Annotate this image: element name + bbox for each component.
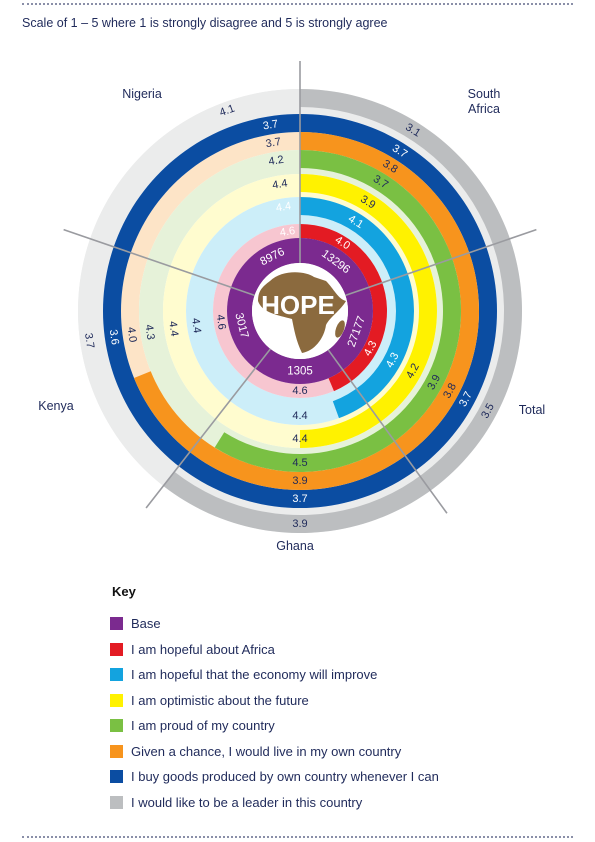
series-ring-7 <box>163 89 522 533</box>
key-item: Given a chance, I would live in my own c… <box>110 739 439 765</box>
segment-label: South <box>468 87 501 101</box>
key-label: Given a chance, I would live in my own c… <box>131 743 402 759</box>
value-label: 4.4 <box>166 320 180 337</box>
key-swatch <box>110 719 123 733</box>
key-item: I would like to be a leader in this coun… <box>110 790 439 816</box>
key-label: I am optimistic about the future <box>131 692 309 708</box>
segment-divider <box>345 228 537 297</box>
africa-map-icon <box>258 272 346 353</box>
value-label: 4.3 <box>142 324 156 341</box>
key-label: I am proud of my country <box>131 718 275 734</box>
value-label: 4.6 <box>214 314 228 331</box>
value-label: 3.7 <box>292 493 307 505</box>
value-label: 3.7 <box>82 332 96 349</box>
series-ring-3 <box>300 174 437 448</box>
value-label: 3017 <box>232 312 250 340</box>
key-title: Key <box>112 584 136 599</box>
key-item: I buy goods produced by own country when… <box>110 764 439 790</box>
key-item: I am hopeful that the economy will impro… <box>110 662 439 688</box>
key-label: I buy goods produced by own country when… <box>131 769 439 785</box>
segment-divider <box>145 348 272 509</box>
key-label: Base <box>131 616 161 632</box>
segment-label: Nigeria <box>122 87 162 101</box>
key-swatch <box>110 744 123 758</box>
key-label: I would like to be a leader in this coun… <box>131 794 363 810</box>
key-label: I am hopeful about Africa <box>131 641 275 657</box>
segment-label: Total <box>519 403 545 417</box>
key-item: I am hopeful about Africa <box>110 637 439 663</box>
key-swatch <box>110 693 123 707</box>
madagascar-icon <box>335 320 345 338</box>
value-label: 4.4 <box>271 177 288 191</box>
key-swatch <box>110 668 123 682</box>
segment-divider <box>327 349 448 514</box>
center-hope-label: HOPE <box>261 290 335 320</box>
key-item: Base <box>110 611 439 637</box>
bottom-dotted-rule <box>22 836 573 838</box>
series-ring-2 <box>300 197 415 419</box>
value-label: 3.6 <box>107 329 121 346</box>
value-label: 3.9 <box>292 475 307 487</box>
top-dotted-rule <box>22 3 573 5</box>
value-label: 1305 <box>287 366 313 378</box>
segment-divider <box>63 228 255 297</box>
segment-label: Africa <box>468 102 500 116</box>
value-label: 3.9 <box>292 518 307 530</box>
key-label: I am hopeful that the economy will impro… <box>131 667 378 683</box>
value-label: 4.4 <box>292 433 307 445</box>
key-swatch <box>110 642 123 656</box>
value-label: 4.4 <box>275 200 292 214</box>
value-label: 4.1 <box>218 103 236 120</box>
segment-label: Kenya <box>38 399 73 413</box>
value-label: 4.4 <box>292 410 307 422</box>
value-label: 4.6 <box>292 385 307 397</box>
value-label: 4.6 <box>279 225 296 239</box>
key-swatch <box>110 770 123 784</box>
key-item: I am proud of my country <box>110 713 439 739</box>
value-label: 4.2 <box>268 154 285 168</box>
value-label: 4.5 <box>292 457 307 469</box>
value-label: 3.7 <box>265 136 282 150</box>
value-label: 3.7 <box>262 118 279 132</box>
segment-label: Ghana <box>276 539 314 553</box>
key-item: I am optimistic about the future <box>110 688 439 714</box>
series-ring-0 <box>226 238 373 384</box>
key-swatch <box>110 617 123 631</box>
chart-subtitle: Scale of 1 – 5 where 1 is strongly disag… <box>22 16 388 30</box>
value-label: 4.0 <box>125 326 139 343</box>
series-ring-1 <box>300 224 388 392</box>
key-legend: Base I am hopeful about Africa I am hopefu… <box>110 611 439 815</box>
value-label: 4.4 <box>189 317 203 334</box>
key-swatch <box>110 795 123 809</box>
series-ring-7-remainder <box>77 89 300 486</box>
